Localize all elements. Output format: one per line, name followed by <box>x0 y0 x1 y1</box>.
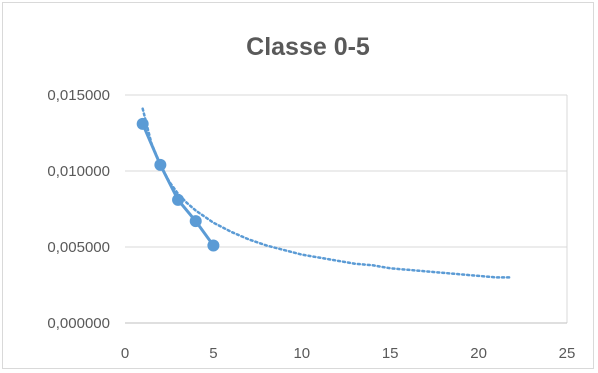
chart-area <box>2 2 594 369</box>
data-series <box>136 117 220 252</box>
x-tick-label: 0 <box>121 345 129 362</box>
y-tick-label: 0,010000 <box>47 163 110 180</box>
y-tick-label: 0,015000 <box>47 87 110 104</box>
data-point <box>172 193 185 206</box>
x-tick-label: 20 <box>470 345 487 362</box>
trendline <box>141 107 512 279</box>
y-axis-ticks: 0,000000 0,005000 0,010000 0,015000 <box>47 87 110 332</box>
series-line <box>141 123 215 247</box>
x-axis-ticks: 0 5 10 15 20 25 <box>121 345 576 362</box>
gridlines <box>125 94 568 323</box>
data-point <box>154 158 167 171</box>
data-point <box>189 215 202 228</box>
x-tick-label: 15 <box>382 345 399 362</box>
data-point <box>207 239 220 252</box>
x-tick-label: 10 <box>293 345 310 362</box>
x-tick-label: 25 <box>559 345 576 362</box>
y-tick-label: 0,000000 <box>47 315 110 332</box>
data-point <box>136 117 149 130</box>
x-tick-label: 5 <box>209 345 217 362</box>
trendline-path <box>141 107 512 279</box>
y-tick-label: 0,005000 <box>47 239 110 256</box>
chart-title: Classe 0-5 <box>246 33 370 61</box>
